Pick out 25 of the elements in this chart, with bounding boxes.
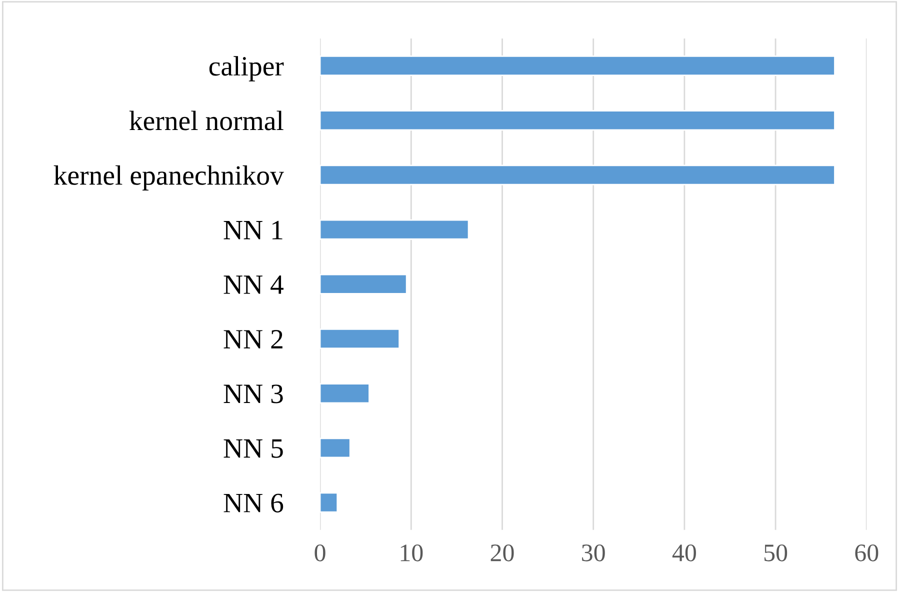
y-tick-label: NN 4 <box>224 276 284 294</box>
bar <box>320 438 351 458</box>
y-tick-label: NN 6 <box>224 494 284 512</box>
y-tick-label: NN 1 <box>224 220 282 240</box>
bar <box>320 274 408 294</box>
x-tick-label: 0 <box>314 544 326 562</box>
bar <box>320 328 400 350</box>
bar <box>320 383 370 404</box>
bar <box>320 56 836 76</box>
y-tick-label: kernel normal <box>129 110 284 130</box>
x-tick-label: 50 <box>764 544 788 562</box>
x-tick-label: 10 <box>400 544 423 562</box>
x-tick-label: 40 <box>672 544 696 562</box>
y-tick-label: NN 3 <box>224 384 283 404</box>
bar <box>320 492 338 513</box>
bar <box>320 110 836 131</box>
y-tick-label: NN 5 <box>224 439 283 458</box>
bar <box>320 164 836 186</box>
x-tick-label: 20 <box>490 544 514 562</box>
y-tick-label: NN 2 <box>224 330 282 348</box>
y-tick-label: caliper <box>209 56 284 82</box>
x-tick-label: 60 <box>855 544 878 562</box>
y-tick-label: kernel epanechnikov <box>54 165 284 191</box>
x-tick-label: 30 <box>582 544 605 562</box>
bar <box>320 219 470 240</box>
